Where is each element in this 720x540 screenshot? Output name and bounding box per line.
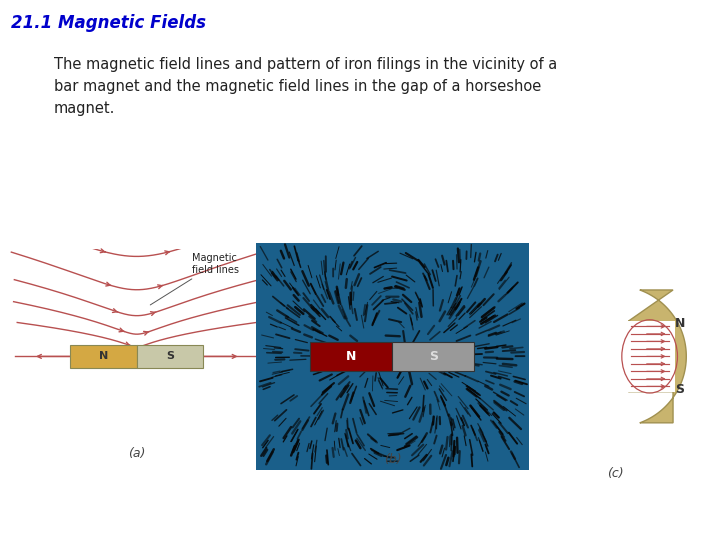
Text: N: N bbox=[675, 316, 685, 330]
Text: (b): (b) bbox=[384, 453, 401, 466]
Text: (c): (c) bbox=[607, 467, 624, 480]
Polygon shape bbox=[70, 345, 137, 368]
Bar bbox=[626, 321, 675, 392]
Polygon shape bbox=[137, 345, 204, 368]
Polygon shape bbox=[310, 341, 392, 372]
Polygon shape bbox=[629, 290, 686, 423]
Polygon shape bbox=[392, 341, 474, 372]
Text: The magnetic field lines and pattern of iron filings in the vicinity of a
bar ma: The magnetic field lines and pattern of … bbox=[54, 57, 557, 116]
Text: S: S bbox=[429, 350, 438, 363]
Text: (a): (a) bbox=[128, 447, 145, 460]
Text: Magnetic
field lines: Magnetic field lines bbox=[150, 253, 239, 305]
Text: S: S bbox=[675, 383, 684, 396]
Text: N: N bbox=[99, 352, 108, 361]
Text: 21.1 Magnetic Fields: 21.1 Magnetic Fields bbox=[11, 14, 206, 31]
Text: N: N bbox=[346, 350, 356, 363]
Text: S: S bbox=[166, 352, 174, 361]
